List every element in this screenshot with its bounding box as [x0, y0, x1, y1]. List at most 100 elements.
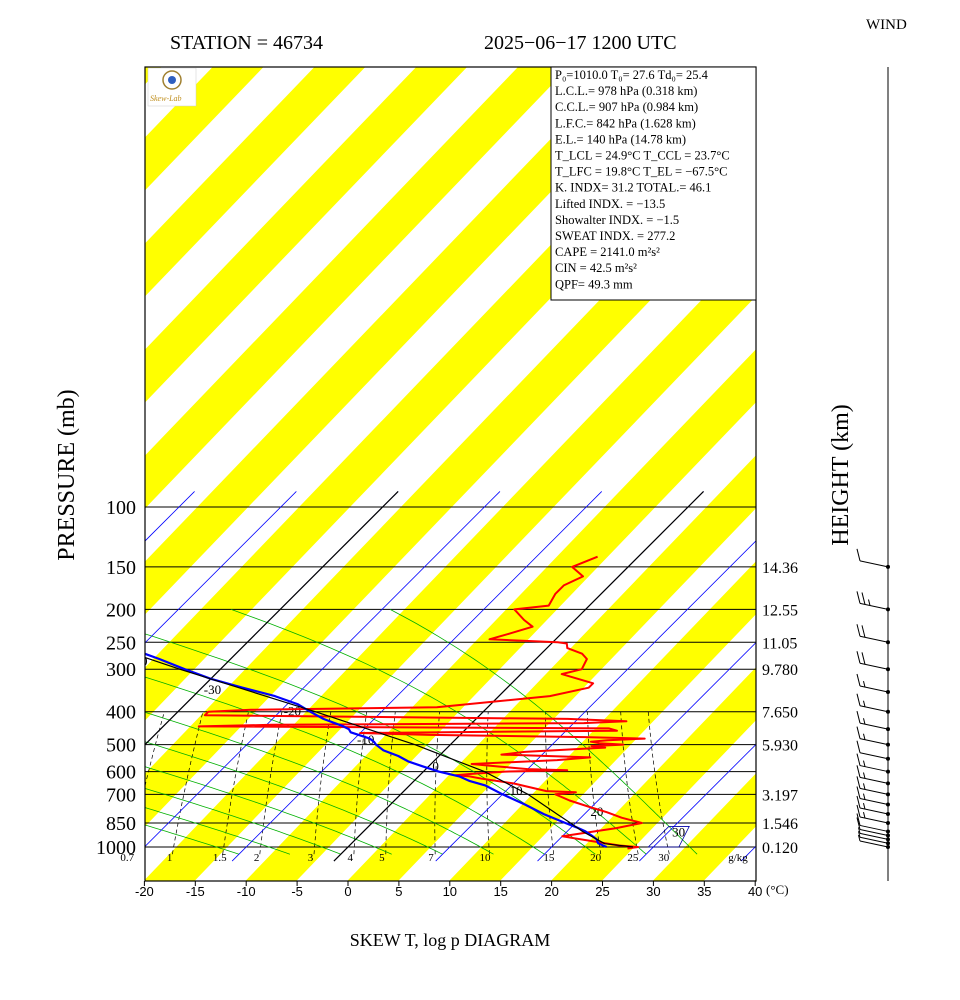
- mixing-ratio-label: 1.5: [213, 852, 227, 864]
- x-tick-label: 0: [344, 884, 351, 899]
- band: [145, 67, 569, 509]
- indices-line: L.C.L.= 978 hPa (0.318 km): [555, 84, 697, 98]
- wind-barb-half: [863, 718, 866, 725]
- moist-adiabat: [230, 609, 647, 855]
- mixing-ratio-line: [172, 711, 204, 855]
- isotherm: [639, 743, 756, 862]
- wind-barb-half: [863, 811, 866, 819]
- x-tick-label: 30: [646, 884, 660, 899]
- cin-hatch: [647, 826, 690, 848]
- x-tick-label: -20: [135, 884, 154, 899]
- wind-barb-flag: [861, 652, 866, 665]
- wind-barb-staff: [859, 705, 889, 713]
- wind-barb-half: [863, 733, 866, 740]
- x-tick-label: -5: [291, 884, 303, 899]
- mixing-unit-label: g/kg: [728, 852, 748, 864]
- moist-adiabat: [145, 766, 392, 855]
- footer-title: SKEW T, log p DIAGRAM: [350, 930, 551, 950]
- height-tick-label: 3.197: [762, 787, 798, 804]
- pressure-tick-label: 100: [106, 497, 136, 519]
- moist-adiabat: [389, 609, 698, 855]
- wind-barb-half: [863, 772, 866, 779]
- temperature-line: [197, 555, 646, 850]
- wind-barb-staff: [859, 787, 889, 795]
- mixing-ratio-line: [259, 711, 283, 855]
- mixing-ratio-label: 3: [308, 852, 314, 864]
- pressure-tick-label: 400: [106, 702, 136, 724]
- wind-barb-half: [858, 831, 861, 838]
- mixing-ratio-line: [486, 711, 490, 855]
- x-tick-label: 15: [493, 884, 507, 899]
- isotherm-label: 30: [672, 824, 685, 839]
- isotherm-label: 20: [590, 804, 603, 819]
- pressure-tick-label: 850: [106, 813, 136, 835]
- wind-barb-flag: [856, 804, 861, 818]
- wind-barb-staff: [859, 635, 889, 643]
- wind-barb-staff: [859, 832, 889, 840]
- wind-barb-flag: [856, 624, 861, 637]
- moist-adiabat: [145, 824, 240, 855]
- wind-barb-half: [863, 680, 866, 688]
- wind-barb-half: [858, 834, 861, 842]
- isotherm: [945, 491, 960, 861]
- indices-line: P₀=1010.0 T₀= 27.6 Td₀= 25.4: [555, 68, 709, 82]
- band: [145, 67, 264, 191]
- station-title: STATION = 46734: [170, 32, 323, 54]
- wind-barb-flag: [856, 726, 861, 739]
- mixing-ratio-label: 15: [543, 852, 555, 864]
- indices-line: K. INDX= 31.2 TOTAL.= 46.1: [555, 181, 711, 195]
- wind-barb-flag: [856, 753, 861, 766]
- indices-line: Lifted INDX. = −13.5: [555, 197, 665, 211]
- wind-barb-flag: [856, 548, 861, 561]
- indices-line: T_LFC = 19.8°C T_EL = −67.5°C: [555, 165, 727, 179]
- moist-adiabat: [145, 676, 545, 855]
- isotherm: [145, 491, 297, 644]
- cin-area: [647, 826, 690, 848]
- indices-line: SWEAT INDX. = 277.2: [555, 229, 675, 243]
- plot-frame: [144, 66, 757, 882]
- axes: 0.7 1 1.5 2 3 4 5 7 10 15 20 25 30 g/kg10015020025030…: [96, 497, 798, 899]
- wind-barb-staff: [859, 560, 889, 568]
- wind-barb-staff: [859, 836, 889, 844]
- mixing-ratio-lines: [145, 711, 670, 855]
- moist-adiabat: [145, 807, 291, 855]
- band: [145, 243, 756, 881]
- wind-barb-staff: [859, 765, 889, 773]
- band: [145, 67, 366, 297]
- isotherm-label: 0: [432, 759, 439, 774]
- wind-barb-flag: [856, 693, 861, 706]
- wind-barb-staff: [859, 828, 889, 836]
- height-tick-label: 9.780: [762, 662, 798, 679]
- pressure-tick-label: 500: [106, 735, 136, 757]
- seal-center-icon: [168, 76, 176, 84]
- wind-barb-staff: [859, 722, 889, 730]
- wind-barb-staff: [859, 662, 889, 670]
- wind-barb-flag: [856, 795, 861, 809]
- moist-adiabat: [145, 711, 494, 855]
- pressure-tick-label: 250: [106, 632, 136, 654]
- wind-barb-staff: [859, 824, 889, 832]
- height-tick-label: 7.650: [762, 705, 798, 722]
- mixing-ratio-line: [587, 711, 602, 855]
- wind-barb-staff: [859, 738, 889, 746]
- pressure-tick-label: 200: [106, 599, 136, 621]
- mixing-ratio-line: [385, 711, 396, 855]
- y2-axis-label: HEIGHT (km): [828, 404, 854, 546]
- indices-line: E.L.= 140 hPa (14.78 km): [555, 132, 686, 146]
- mixing-ratio-label: 10: [480, 852, 492, 864]
- reference-isotherms: [145, 491, 704, 862]
- wind-barb-flag: [856, 651, 861, 664]
- indices-box: P₀=1010.0 T₀= 27.6 Td₀= 25.4 L.C.L.= 978 …: [550, 66, 757, 301]
- moist-adiabat: [145, 741, 443, 855]
- pressure-tick-label: 300: [106, 659, 136, 681]
- indices-line: CIN = 42.5 m²s²: [555, 261, 637, 275]
- wind-barb-flag: [856, 673, 861, 687]
- x-tick-label: 10: [443, 884, 457, 899]
- x-tick-label: 35: [697, 884, 711, 899]
- mixing-ratio-line: [313, 711, 332, 855]
- mixing-ratio-line: [545, 711, 555, 855]
- isotherm-label: -40: [130, 654, 147, 669]
- isotherm: [145, 491, 501, 847]
